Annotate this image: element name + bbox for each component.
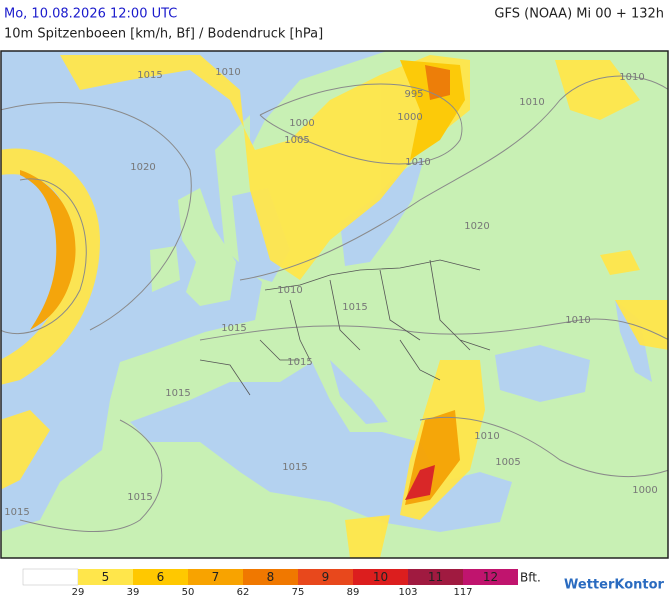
legend-level: 5 — [102, 570, 110, 584]
isobar-label: 1010 — [474, 431, 499, 442]
isobar-label: 1005 — [284, 135, 309, 146]
legend-level: 10 — [373, 570, 388, 584]
legend-swatch — [243, 569, 298, 585]
legend-swatch — [463, 569, 518, 585]
isobar-label: 1015 — [127, 492, 152, 503]
legend-threshold: 39 — [127, 587, 140, 598]
model-run: GFS (NOAA) Mi 00 + 132h — [494, 7, 664, 22]
britain — [178, 188, 236, 306]
isobar-label: 1020 — [464, 221, 489, 232]
brand: WetterKontor — [564, 578, 665, 593]
caspian — [615, 300, 652, 382]
isobar-label: 1015 — [342, 302, 367, 313]
isobar-label: 1010 — [565, 315, 590, 326]
legend-threshold: 89 — [347, 587, 360, 598]
isobar-label: 995 — [404, 89, 423, 100]
legend-swatch — [188, 569, 243, 585]
adriatic — [330, 360, 388, 424]
isobars — [1, 75, 668, 533]
legend-threshold: 62 — [237, 587, 250, 598]
isobar-label: 1015 — [287, 357, 312, 368]
header-title: Mo, 10.08.2026 12:00 UTC — [4, 7, 177, 22]
legend-level: 8 — [267, 570, 275, 584]
isobar-label: 1000 — [289, 118, 314, 129]
gust-areas — [1, 55, 668, 558]
isobar-label: 1020 — [130, 162, 155, 173]
legend-swatch — [408, 569, 463, 585]
legend-threshold: 117 — [453, 587, 472, 598]
isobar-label: 1015 — [282, 462, 307, 473]
norwegian-sea — [250, 51, 387, 150]
atlantic — [1, 51, 300, 532]
legend-level: 7 — [212, 570, 220, 584]
isobar-label: 1015 — [221, 323, 246, 334]
isobar-label: 1010 — [405, 157, 430, 168]
isobar-label: 1015 — [165, 388, 190, 399]
legend-threshold: 29 — [72, 587, 85, 598]
legend-threshold: 75 — [292, 587, 305, 598]
isobar-label: 1000 — [397, 112, 422, 123]
isobar-label: 1010 — [519, 97, 544, 108]
legend-level: 9 — [322, 570, 330, 584]
baltic — [340, 158, 424, 266]
black-sea — [495, 345, 590, 402]
legend-level: 6 — [157, 570, 165, 584]
legend-swatch — [353, 569, 408, 585]
isobar-label: 1010 — [277, 285, 302, 296]
map: 1015 1010 1020 1000 1005 995 1000 1010 1010 1010 1… — [0, 50, 669, 559]
isobar-label: 1010 — [215, 67, 240, 78]
isobar-label: 1015 — [137, 70, 162, 81]
legend-swatch — [298, 569, 353, 585]
legend-level: 11 — [428, 570, 443, 584]
legend-level: 12 — [483, 570, 498, 584]
legend-swatch — [133, 569, 188, 585]
isobar-label: 1015 — [4, 507, 29, 518]
legend-swatch — [78, 569, 133, 585]
isobar-label: 1000 — [632, 485, 657, 496]
legend-threshold: 103 — [398, 587, 417, 598]
header-subtitle: 10m Spitzenboeen [km/h, Bf] / Bodendruck… — [4, 27, 323, 42]
legend-calm — [22, 568, 79, 586]
borders — [199, 259, 491, 396]
legend-unit: Bft. — [520, 571, 541, 585]
ireland — [150, 246, 180, 292]
isobar-label: 1010 — [619, 72, 644, 83]
isobar-labels: 1015 1010 1020 1000 1005 995 1000 1010 1010 1010 1… — [4, 67, 657, 518]
isobar-label: 1005 — [495, 457, 520, 468]
legend-threshold: 50 — [182, 587, 195, 598]
map-frame — [0, 50, 669, 559]
